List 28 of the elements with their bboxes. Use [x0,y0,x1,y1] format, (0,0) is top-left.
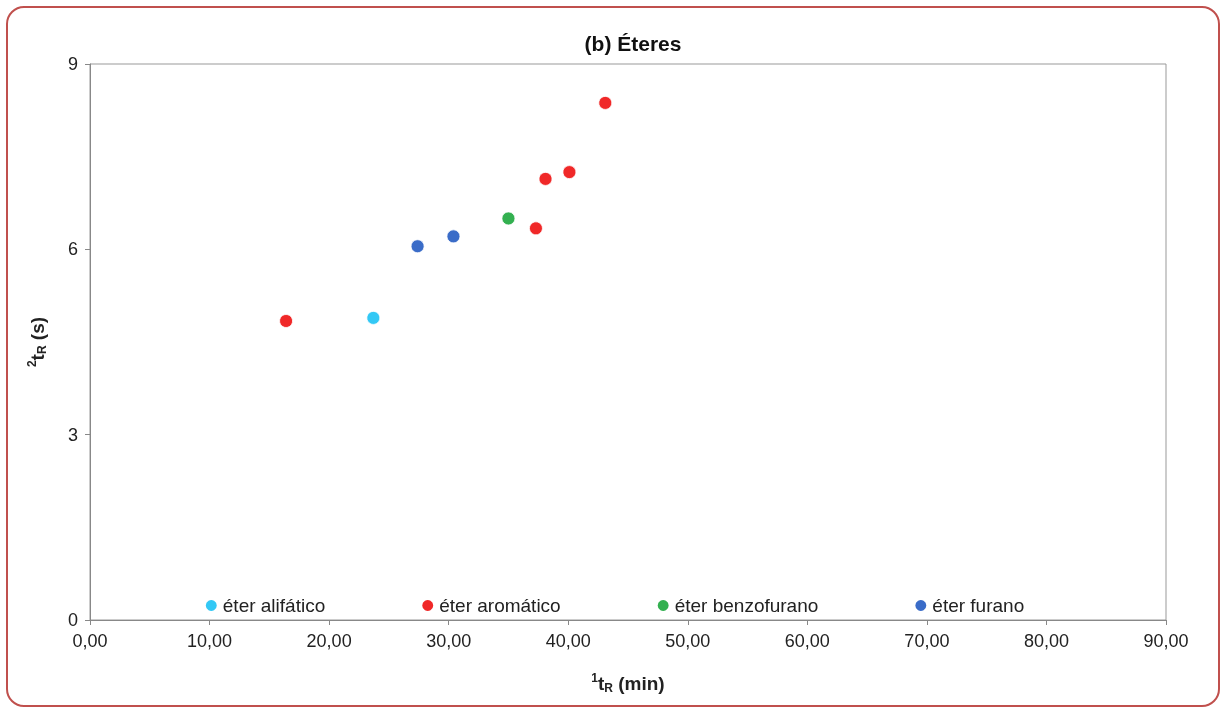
legend-label: éter furano [932,595,1025,616]
point [279,314,293,328]
point [410,239,425,254]
legend-label: éter aromático [439,595,561,616]
point [598,96,613,110]
x-tick-label: 20,00 [306,631,352,651]
x-tick-label: 90,00 [1143,631,1189,651]
point [562,165,577,180]
x-tick-label: 0,00 [72,631,108,651]
point [501,211,516,226]
x-tick-label: 30,00 [426,631,472,651]
y-tick-label: 6 [67,239,78,260]
x-tick-label: 10,00 [187,631,233,651]
point [538,172,553,186]
legend-label: éter alifático [222,595,326,616]
x-tick-label: 40,00 [545,631,591,651]
x-tick-label: 80,00 [1023,631,1069,651]
x-tick-label: 60,00 [784,631,830,651]
point [529,221,543,236]
chart-title: (b) Éteres [584,32,682,55]
y-tick-label: 9 [67,54,78,74]
x-tick-label: 70,00 [904,631,950,651]
x-tick-label: 50,00 [665,631,711,651]
y-tick-label: 3 [67,424,78,445]
legend-label: éter benzofurano [674,595,819,616]
y-tick-label: 0 [67,610,78,630]
point [446,229,461,244]
point [366,311,381,325]
